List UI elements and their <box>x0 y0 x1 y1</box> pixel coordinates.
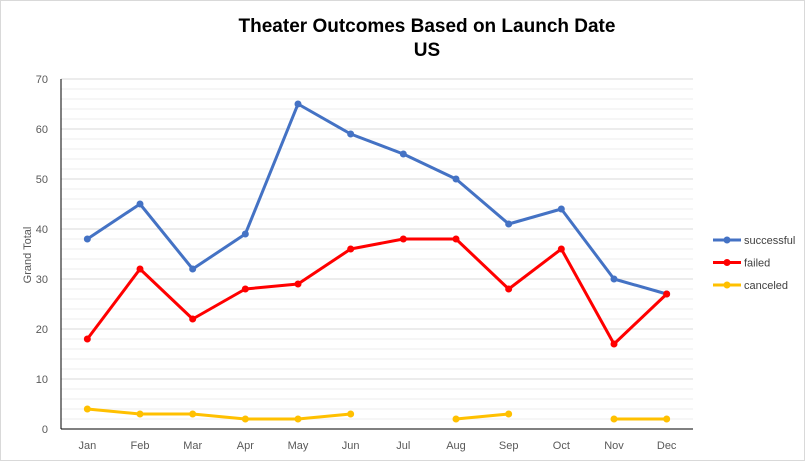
data-point-failed <box>505 285 513 293</box>
data-point-failed <box>452 235 460 243</box>
data-point-canceled <box>610 415 618 423</box>
y-tick-label: 50 <box>36 174 48 186</box>
x-tick-label: Nov <box>604 440 624 452</box>
data-point-successful <box>294 100 302 108</box>
legend-label-successful: successful <box>744 235 795 247</box>
series-line-canceled <box>87 407 351 421</box>
series-canceled <box>83 405 671 423</box>
data-point-successful <box>347 130 355 138</box>
data-point-canceled <box>294 415 302 423</box>
y-tick-label: 60 <box>36 124 48 136</box>
data-point-canceled <box>136 410 144 418</box>
gridlines <box>60 78 693 430</box>
data-point-failed <box>663 290 671 298</box>
legend-label-failed: failed <box>744 258 770 270</box>
x-tick-label: Aug <box>446 440 466 452</box>
x-tick-label: Oct <box>553 440 570 452</box>
legend-marker-canceled <box>723 281 731 289</box>
legend-marker-failed <box>723 259 731 266</box>
y-ticks: 0 10 20 30 40 50 60 70 <box>36 74 48 436</box>
chart-title: Theater Outcomes Based on Launch Date <box>239 16 616 37</box>
y-tick-label: 10 <box>36 374 48 386</box>
y-tick-label: 30 <box>36 274 48 286</box>
y-tick-label: 0 <box>42 424 48 436</box>
data-point-canceled <box>452 415 460 423</box>
legend-item-failed: failed <box>713 258 770 270</box>
x-tick-label: Sep <box>499 440 519 452</box>
series-line-failed <box>86 237 668 346</box>
series-failed <box>83 235 671 348</box>
data-point-failed <box>610 340 618 348</box>
data-point-successful <box>505 220 513 228</box>
series-successful <box>83 100 671 298</box>
series-group <box>83 100 671 423</box>
data-point-failed <box>136 265 144 273</box>
x-ticks: Jan Feb Mar Apr May Jun Jul Aug Sep Oct Nov Dec <box>78 440 676 452</box>
data-point-failed <box>294 280 302 288</box>
data-point-successful <box>189 265 197 273</box>
x-tick-label: Jun <box>342 440 360 452</box>
data-point-successful <box>136 200 144 208</box>
x-tick-label: Jul <box>396 440 410 452</box>
legend: successful failed canceled <box>713 235 795 292</box>
x-tick-label: Feb <box>131 440 150 452</box>
y-axis-label: Grand Total <box>22 227 34 284</box>
data-point-successful <box>452 175 460 183</box>
x-tick-label: May <box>288 440 309 452</box>
data-point-successful <box>241 230 249 238</box>
data-point-canceled <box>83 405 91 413</box>
data-point-canceled <box>347 410 355 418</box>
data-point-canceled <box>663 415 671 423</box>
data-point-canceled <box>505 410 513 418</box>
y-tick-label: 40 <box>36 224 48 236</box>
data-point-failed <box>241 285 249 293</box>
y-tick-label: 20 <box>36 324 48 336</box>
x-tick-label: Mar <box>183 440 202 452</box>
data-point-failed <box>189 315 197 323</box>
data-point-successful <box>557 205 565 213</box>
x-tick-label: Dec <box>657 440 677 452</box>
data-point-successful <box>83 235 91 243</box>
legend-marker-successful <box>723 236 731 244</box>
data-point-successful <box>610 275 618 283</box>
data-point-failed <box>399 235 407 243</box>
series-line-successful <box>86 102 668 296</box>
data-point-canceled <box>189 410 197 418</box>
data-point-failed <box>557 245 565 253</box>
data-point-failed <box>347 245 355 253</box>
x-tick-label: Jan <box>78 440 96 452</box>
series-line-canceled <box>455 412 509 421</box>
data-point-failed <box>83 335 91 343</box>
data-point-canceled <box>241 415 249 423</box>
x-tick-label: Apr <box>237 440 254 452</box>
legend-item-canceled: canceled <box>713 280 788 292</box>
legend-item-successful: successful <box>713 235 795 247</box>
y-tick-label: 70 <box>36 74 48 86</box>
legend-label-canceled: canceled <box>744 280 788 292</box>
chart-subtitle: US <box>414 40 440 61</box>
data-point-successful <box>399 150 407 158</box>
